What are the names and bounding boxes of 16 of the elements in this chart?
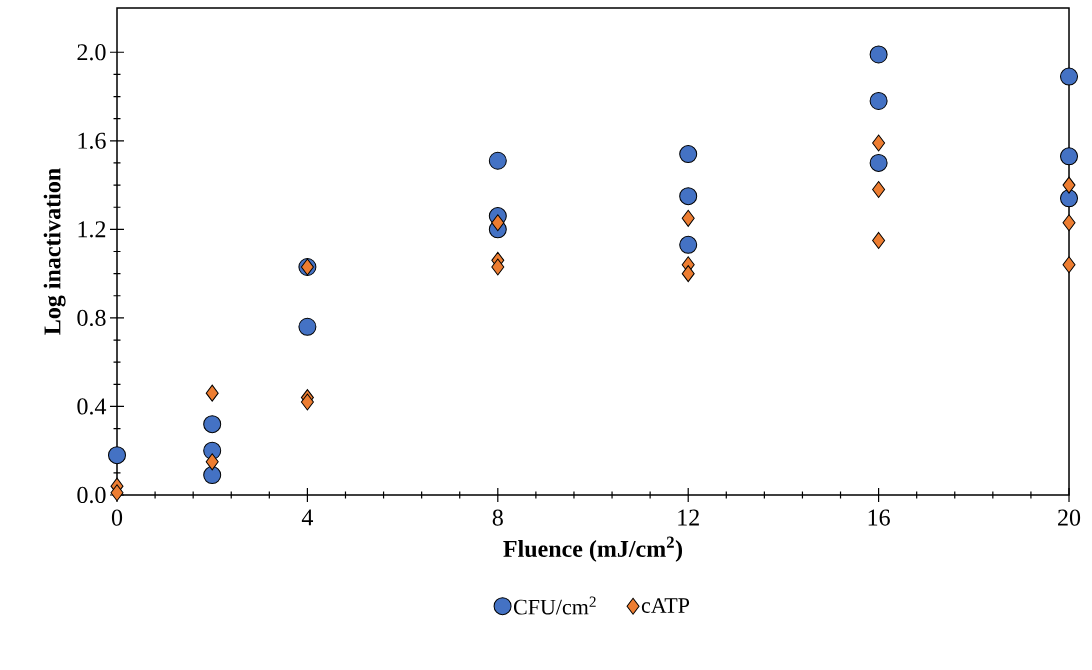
x-tick-label: 0 [111, 509, 123, 526]
y-tick-label: 0.4 [77, 398, 107, 415]
x-tick-label: 4 [301, 509, 314, 526]
x-tick-label: 20 [1058, 509, 1081, 526]
x-tick-label: 16 [868, 509, 890, 526]
y-tick-label: 2.0 [77, 44, 106, 61]
y-tick-label: 0.8 [77, 309, 106, 327]
x-axis-title: Fluence (mJ/cm$^{2}$) [503, 536, 683, 562]
y-axis-title: Log inactivation [43, 168, 66, 335]
y-tick-label: 1.6 [78, 132, 106, 149]
x-tick-label: 12 [678, 509, 699, 526]
y-tick-label: 0.0 [77, 486, 106, 504]
y-tick-label: 1.2 [78, 221, 106, 238]
legend-label: cATP [641, 598, 690, 613]
x-tick-label: 8 [492, 509, 503, 526]
legend-label: CFU/cm$^{2}$ [513, 596, 596, 615]
